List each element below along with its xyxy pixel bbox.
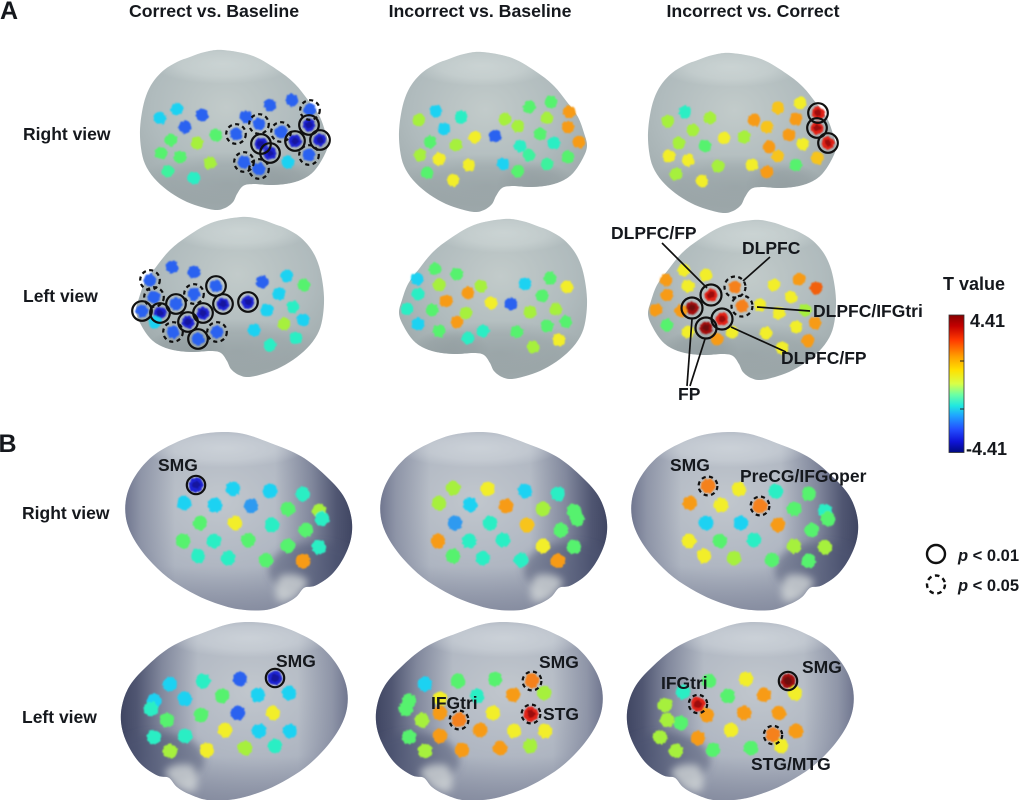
svg-text:SMG: SMG — [670, 455, 710, 475]
svg-text:STG: STG — [543, 704, 579, 724]
svg-text:IFGtri: IFGtri — [431, 693, 478, 713]
svg-text:STG/MTG: STG/MTG — [751, 754, 831, 774]
svg-text:B: B — [0, 430, 17, 458]
svg-text:DLPFC/FP: DLPFC/FP — [781, 348, 867, 368]
svg-text:Incorrect vs. Correct: Incorrect vs. Correct — [666, 1, 839, 21]
svg-text:Incorrect vs. Baseline: Incorrect vs. Baseline — [389, 1, 572, 21]
svg-text:Left view: Left view — [23, 286, 98, 306]
svg-text:Left view: Left view — [22, 707, 97, 727]
svg-text:Correct vs. Baseline: Correct vs. Baseline — [129, 1, 299, 21]
svg-text:SMG: SMG — [276, 651, 316, 671]
svg-text:SMG: SMG — [802, 657, 842, 677]
svg-text:FP: FP — [678, 384, 701, 404]
svg-text:SMG: SMG — [158, 455, 198, 475]
svg-text:4.41: 4.41 — [970, 311, 1005, 331]
svg-text:A: A — [0, 0, 18, 25]
svg-text:IFGtri: IFGtri — [661, 673, 708, 693]
svg-text:Right view: Right view — [23, 124, 111, 144]
svg-text:p < 0.01: p < 0.01 — [957, 547, 1019, 565]
svg-text:Right view: Right view — [22, 503, 110, 523]
svg-text:DLPFC/IFGtri: DLPFC/IFGtri — [813, 301, 923, 321]
svg-text:PreCG/IFGoper: PreCG/IFGoper — [740, 466, 867, 486]
svg-text:p < 0.05: p < 0.05 — [957, 577, 1019, 595]
svg-text:T value: T value — [943, 274, 1005, 294]
svg-text:-4.41: -4.41 — [966, 439, 1007, 459]
svg-text:DLPFC/FP: DLPFC/FP — [611, 223, 697, 243]
svg-text:SMG: SMG — [539, 652, 579, 672]
svg-text:DLPFC: DLPFC — [742, 238, 801, 258]
